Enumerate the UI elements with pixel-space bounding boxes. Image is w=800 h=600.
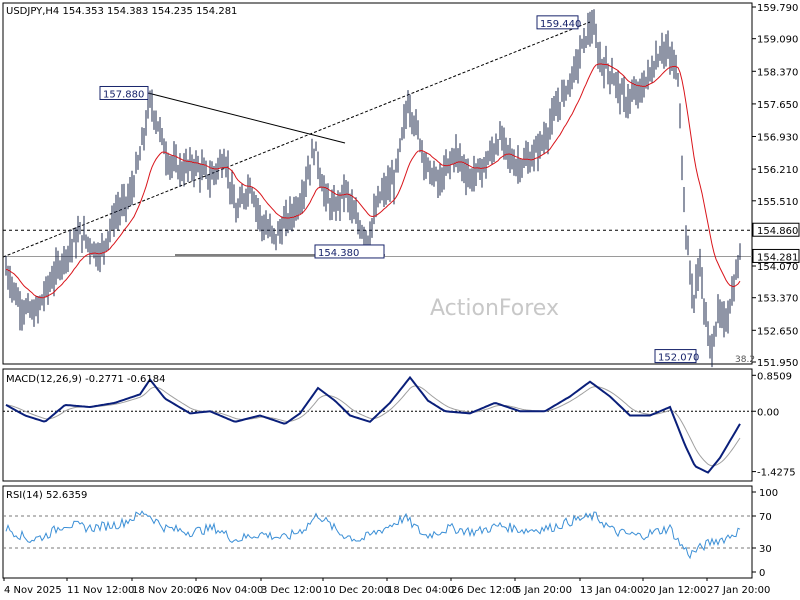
main-y-tick-label: 151.950	[757, 358, 798, 369]
macd-y-axis: 0.8509 0.00 -1.4275	[752, 371, 796, 479]
x-tick-label: 18 Dec 04:00	[387, 585, 454, 596]
x-tick-label: 26 Dec 12:00	[451, 585, 518, 596]
fib-label: 38.2	[735, 355, 755, 365]
main-y-tick-label: 158.370	[757, 67, 798, 78]
x-tick-label: 27 Jan 20:00	[707, 585, 770, 596]
price-annotations: 157.880 154.380 159.440 152.070	[99, 15, 699, 364]
x-tick-label: 11 Nov 12:00	[67, 585, 134, 596]
price-annotation-box	[314, 244, 385, 259]
price-candles	[5, 9, 741, 368]
x-tick-label: 13 Jan 04:00	[580, 585, 643, 596]
rsi-y-tick-label: 30	[759, 544, 772, 555]
main-y-tick-label: 157.650	[757, 100, 798, 111]
watermark: ActionForex	[430, 296, 559, 321]
x-tick-label: 18 Nov 20:00	[132, 585, 199, 596]
price-annotation-label: 152.070	[658, 353, 699, 364]
price-annotation-box	[536, 15, 579, 30]
marked-level-label: 154.860	[757, 226, 798, 237]
ema-line	[5, 63, 741, 299]
macd-line	[5, 375, 741, 474]
rsi-header: RSI(14) 52.6359	[6, 490, 87, 501]
main-y-tick-label: 153.370	[757, 294, 798, 305]
falling-trendline	[147, 92, 346, 144]
main-header: USDJPY,H4 154.353 154.383 154.235 154.28…	[6, 6, 237, 17]
marked-level-box	[752, 222, 800, 237]
price-annotation-box	[654, 349, 697, 364]
main-y-tick-label: 152.650	[757, 326, 798, 337]
main-y-tick-label: 154.070	[757, 262, 798, 273]
main-y-tick-label: 156.210	[757, 165, 798, 176]
x-tick-label: 3 Dec 12:00	[261, 585, 322, 596]
price-annotation-label: 154.380	[318, 248, 359, 259]
rsi-y-axis: 100 70 30 0	[752, 488, 778, 579]
rsi-y-tick-label: 0	[759, 568, 765, 579]
macd-header: MACD(12,26,9) -0.2771 -0.6184	[6, 374, 166, 385]
macd-y-tick-label: -1.4275	[757, 468, 796, 479]
main-y-tick-label: 155.510	[757, 197, 798, 208]
price-annotation-label: 157.880	[103, 89, 144, 100]
x-tick-label: 10 Dec 20:00	[323, 585, 390, 596]
rsi-grid	[3, 515, 752, 549]
rsi-y-tick-label: 100	[759, 488, 778, 499]
macd-signal-line	[5, 385, 741, 467]
main-panel-frame	[2, 2, 753, 365]
macd-y-tick-label: 0.8509	[757, 371, 792, 382]
main-y-tick-label: 159.090	[757, 35, 798, 46]
x-tick-label: 20 Jan 12:00	[643, 585, 706, 596]
macd-panel-frame	[2, 368, 753, 482]
x-tick-label: 5 Jan 20:00	[515, 585, 572, 596]
main-y-axis: 159.790 159.090 158.370 157.650 156.930 156.2…	[752, 3, 800, 369]
rsi-y-tick-label: 70	[759, 512, 772, 523]
price-annotation-label: 159.440	[540, 19, 581, 30]
x-tick-label: 26 Nov 04:00	[196, 585, 263, 596]
main-y-tick-label: 159.790	[757, 3, 798, 14]
main-y-tick-label: 156.930	[757, 133, 798, 144]
price-annotation-box	[99, 85, 149, 100]
rising-trendline	[2, 21, 591, 258]
current-price-box	[752, 248, 800, 263]
macd-y-tick-label: 0.00	[757, 407, 779, 418]
current-price-label: 154.281	[757, 252, 798, 263]
rsi-panel-frame	[2, 485, 753, 579]
rsi-line	[5, 510, 741, 560]
x-tick-label: 4 Nov 2025	[4, 585, 62, 596]
